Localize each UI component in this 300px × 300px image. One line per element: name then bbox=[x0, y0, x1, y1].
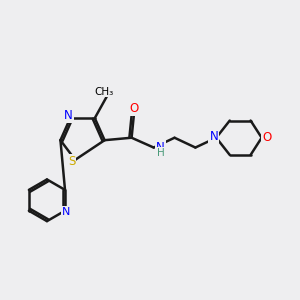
Text: O: O bbox=[262, 131, 272, 144]
Text: H: H bbox=[157, 148, 164, 158]
Text: N: N bbox=[62, 207, 71, 217]
Text: S: S bbox=[68, 154, 75, 167]
Text: N: N bbox=[156, 141, 165, 154]
Text: O: O bbox=[129, 102, 139, 115]
Text: CH₃: CH₃ bbox=[94, 87, 114, 97]
Text: N: N bbox=[209, 130, 218, 143]
Text: N: N bbox=[64, 109, 73, 122]
